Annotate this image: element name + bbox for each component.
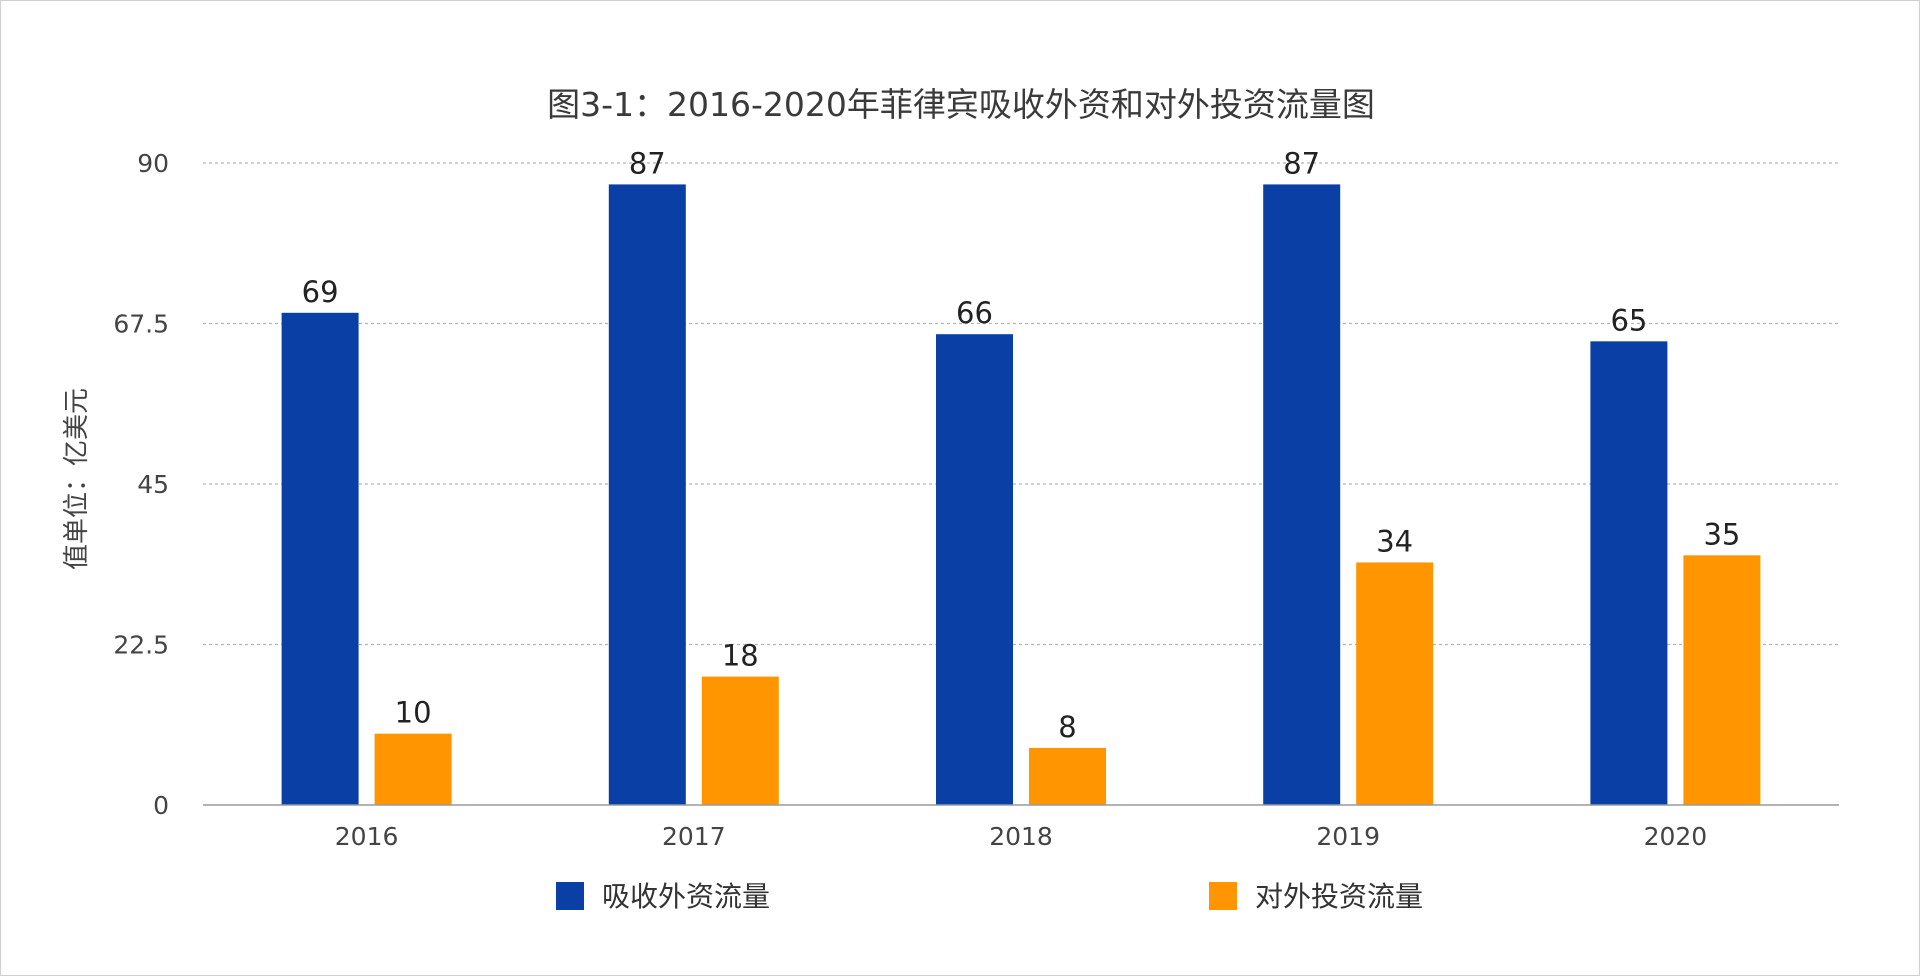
data-label: 66: [956, 296, 993, 330]
data-label: 10: [395, 696, 432, 730]
data-label: 34: [1376, 524, 1413, 558]
x-tick-label: 2016: [335, 822, 399, 851]
legend-swatch: [556, 882, 584, 910]
legend-swatch: [1209, 882, 1237, 910]
bar: [1683, 555, 1761, 805]
legend: 吸收外资流量 对外投资流量: [556, 880, 1423, 913]
data-label: 69: [302, 275, 339, 309]
bar: [374, 733, 452, 805]
data-label: 65: [1610, 303, 1647, 337]
data-labels: 69 10 87 18 66 8 87 34 65 35: [302, 146, 1741, 744]
bars: [281, 184, 1761, 805]
data-label: 18: [722, 639, 759, 673]
y-tick-labels: 0 22.5 45 67.5 90: [113, 149, 169, 820]
y-tick-label: 45: [137, 470, 169, 499]
bar: [1356, 562, 1434, 805]
y-tick-label: 0: [153, 791, 169, 820]
bar: [281, 312, 359, 805]
y-tick-label: 22.5: [113, 631, 169, 660]
chart-title: 图3-1：2016-2020年菲律宾吸收外资和对外投资流量图: [547, 85, 1375, 124]
legend-label: 吸收外资流量: [602, 880, 770, 913]
bar: [936, 334, 1013, 805]
bar: [608, 184, 686, 805]
bar: [1263, 184, 1341, 805]
y-tick-label: 67.5: [113, 310, 169, 339]
bar: [701, 676, 779, 805]
y-axis-label: 值单位：亿美元: [62, 388, 92, 570]
x-tick-label: 2018: [989, 822, 1053, 851]
data-label: 8: [1058, 710, 1076, 744]
bar: [1029, 747, 1106, 805]
data-label: 87: [629, 146, 666, 180]
data-label: 87: [1283, 146, 1320, 180]
bar: [1590, 341, 1668, 805]
gridlines: [203, 162, 1839, 646]
x-tick-label: 2019: [1316, 822, 1380, 851]
x-tick-label: 2017: [662, 822, 726, 851]
legend-label: 对外投资流量: [1255, 880, 1423, 913]
x-tick-label: 2020: [1644, 822, 1708, 851]
data-label: 35: [1703, 517, 1740, 551]
x-tick-labels: 2016 2017 2018 2019 2020: [335, 822, 1707, 851]
y-tick-label: 90: [137, 149, 169, 178]
